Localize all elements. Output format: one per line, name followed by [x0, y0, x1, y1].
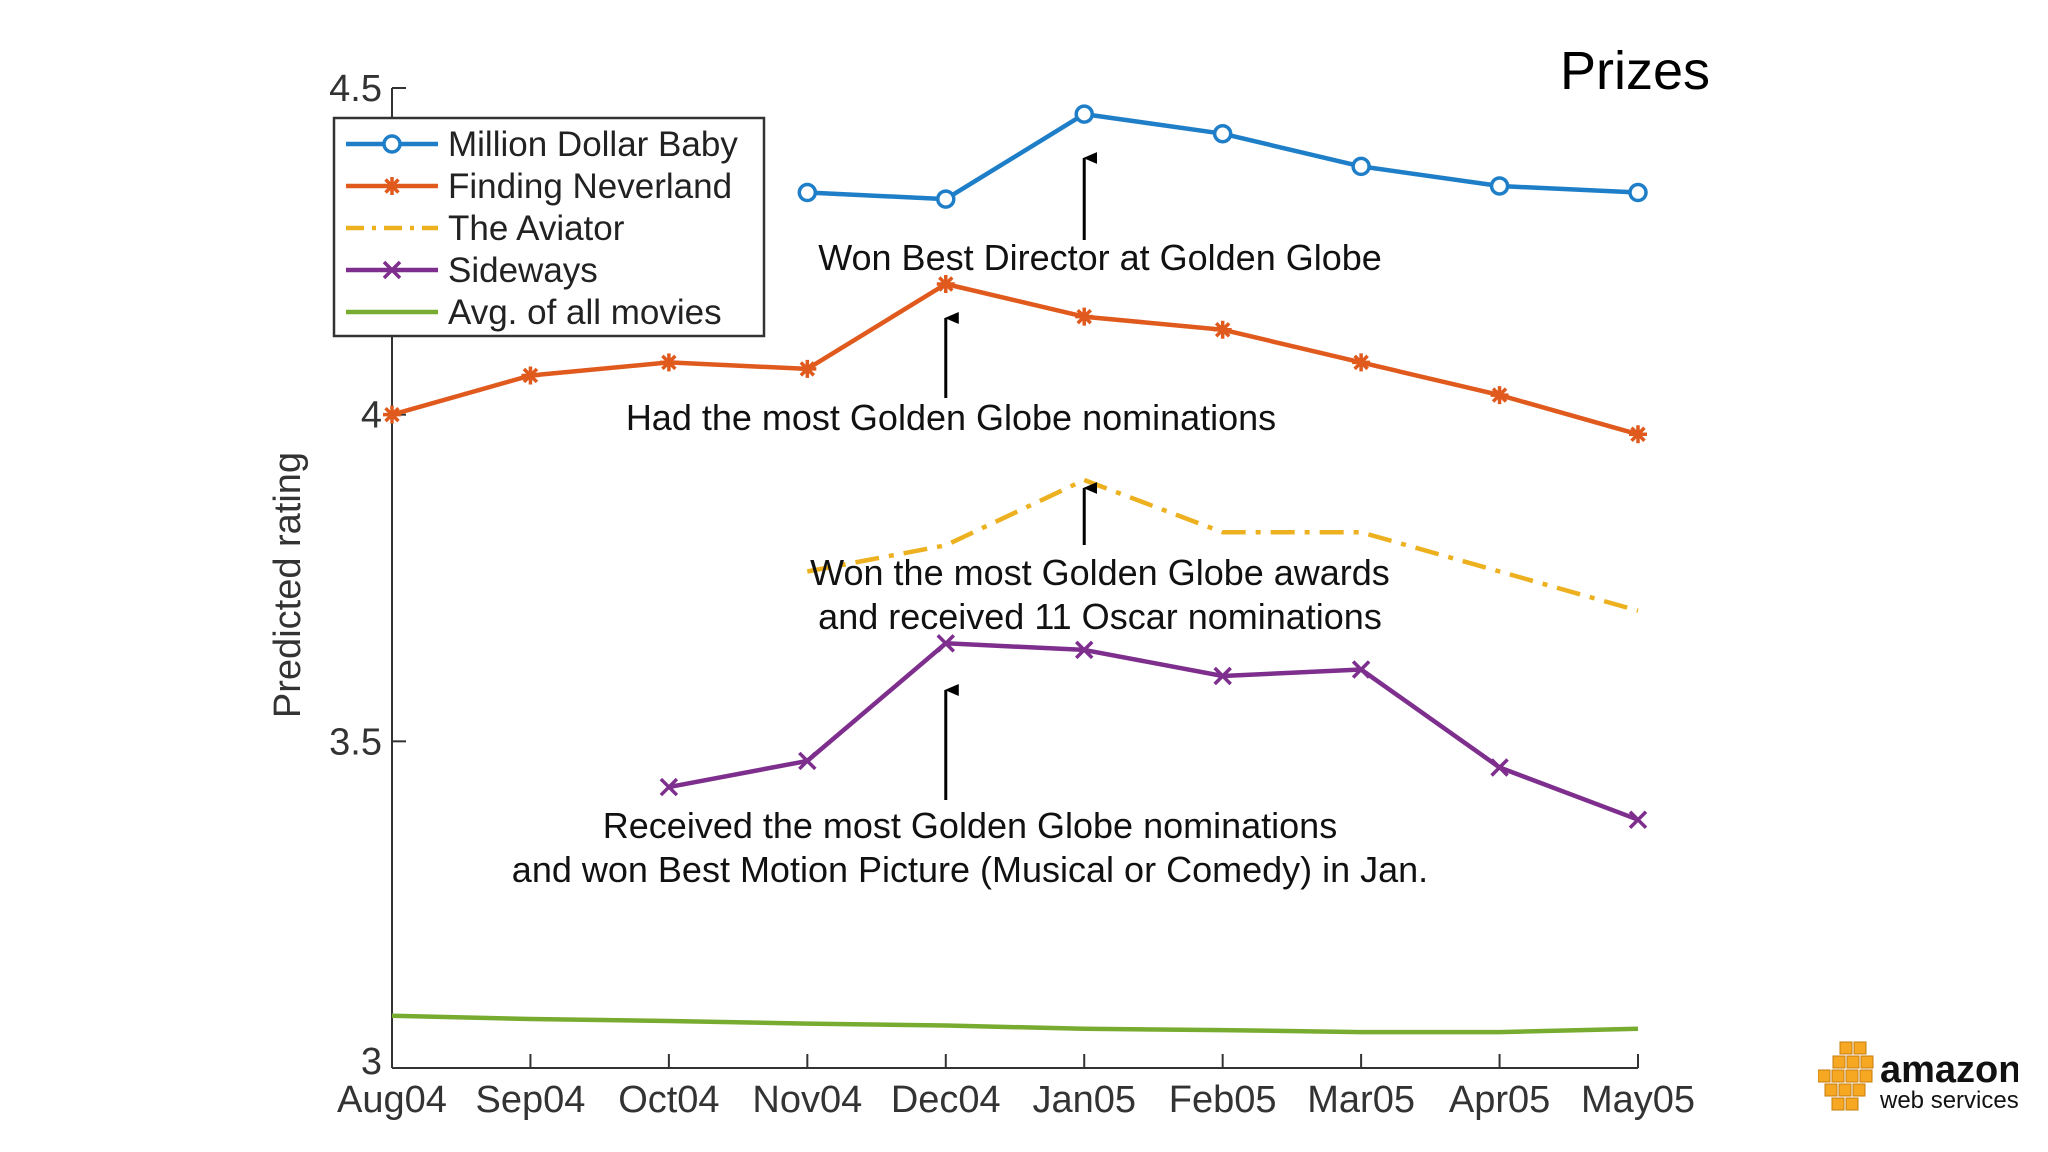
series-line [668, 641, 1639, 822]
annotation: Won Best Director at Golden Globe [818, 152, 1382, 278]
series-line [806, 477, 1639, 613]
x-tick-label: Dec04 [891, 1079, 1001, 1121]
data-point [1213, 320, 1232, 339]
y-tick-label: 3.5 [329, 721, 382, 763]
data-point [1074, 640, 1094, 660]
y-tick-label: 4 [361, 395, 382, 437]
data-point [659, 353, 678, 372]
series-line [391, 281, 1639, 437]
y-axis-title: Predicted rating [267, 452, 309, 718]
data-point [383, 177, 401, 195]
data-point [1212, 123, 1233, 144]
aws-word-amazon: amazon [1880, 1049, 2018, 1091]
x-tick-label: Oct04 [618, 1079, 719, 1121]
aws-cube [1824, 1083, 1838, 1097]
legend-label: Million Dollar Baby [448, 125, 738, 164]
data-point [383, 405, 401, 424]
x-tick-label: Jan05 [1032, 1079, 1136, 1121]
legend-item: Avg. of all movies [346, 293, 722, 332]
data-point [382, 260, 402, 280]
data-point [798, 359, 817, 378]
legend-label: Avg. of all movies [448, 293, 722, 332]
data-point [1490, 386, 1509, 405]
data-point [382, 134, 402, 154]
series-finding-neverland [383, 275, 1647, 444]
legend-label: The Aviator [448, 209, 625, 248]
x-tick-label: Sep04 [475, 1079, 585, 1121]
aws-cube [1853, 1041, 1867, 1055]
y-tick-label: 3 [361, 1041, 382, 1083]
data-point [798, 751, 817, 771]
annotation: Received the most Golden Globe nominatio… [512, 684, 1428, 890]
aws-logo: amazon web services [1818, 1041, 2018, 1114]
y-tick-label: 4.5 [329, 68, 382, 110]
x-tick-label: Aug04 [337, 1079, 447, 1121]
aws-cube [1838, 1083, 1852, 1097]
aws-word-webservices: web services [1879, 1087, 2018, 1114]
series-layer [383, 104, 1648, 1035]
data-point [1074, 104, 1094, 124]
series-line [391, 1013, 1639, 1035]
annotation-text: Had the most Golden Globe nominations [626, 397, 1276, 438]
data-point [1075, 307, 1094, 326]
annotation-text: and received 11 Oscar nominations [818, 596, 1382, 637]
legend-label: Finding Neverland [448, 167, 732, 206]
data-point [1489, 176, 1510, 196]
aws-cube [1845, 1069, 1859, 1083]
aws-cube [1831, 1069, 1845, 1083]
annotation-text: Won Best Director at Golden Globe [818, 237, 1382, 278]
aws-cube [1859, 1069, 1873, 1083]
data-point [659, 777, 679, 797]
annotation-text: Won the most Golden Globe awards [810, 552, 1390, 593]
rating-line-chart: Aug04 Sep04 Oct04 Nov04 Dec04 Jan05 Feb05 Mar05… [267, 68, 1695, 1121]
x-tick-label: May05 [1581, 1079, 1695, 1121]
aws-cube [1846, 1055, 1860, 1069]
x-tick-label: Apr05 [1449, 1079, 1550, 1121]
legend-box [332, 116, 766, 338]
data-point [1352, 353, 1371, 372]
legend-item: The Aviator [346, 209, 625, 248]
aws-cube [1845, 1097, 1859, 1111]
aws-cubes-icon [1818, 1041, 1874, 1111]
annotation-text: and won Best Motion Picture (Musical or … [512, 849, 1428, 890]
aws-cube [1852, 1083, 1866, 1097]
aws-cube [1860, 1055, 1874, 1069]
data-point [1628, 810, 1648, 829]
legend-item: Sideways [346, 251, 598, 290]
aws-cube [1832, 1055, 1846, 1069]
annotation-layer: Won Best Director at Golden Globe Had the… [512, 152, 1428, 890]
x-tick-label: Feb05 [1169, 1079, 1277, 1121]
series-million-dollar-baby [797, 104, 1648, 209]
data-point [1490, 758, 1509, 777]
annotation: Had the most Golden Globe nominations [626, 312, 1276, 438]
axes: Aug04 Sep04 Oct04 Nov04 Dec04 Jan05 Feb05 Mar05… [329, 68, 1695, 1121]
annotation-text: Received the most Golden Globe nominatio… [603, 805, 1337, 846]
legend-item: Million Dollar Baby [346, 125, 738, 164]
series-sideways [659, 634, 1648, 829]
x-tick-label: Mar05 [1307, 1079, 1415, 1121]
slide-title: Prizes [1559, 41, 1710, 101]
data-point [936, 634, 956, 653]
data-point [1629, 425, 1647, 444]
aws-cube [1831, 1097, 1845, 1111]
data-point [936, 275, 955, 293]
series-avg-of-all-movies [391, 1013, 1639, 1035]
data-point [1351, 156, 1371, 177]
series-the-aviator [806, 477, 1639, 613]
legend-label: Sideways [448, 251, 598, 290]
data-point [1213, 666, 1232, 686]
aws-cube [1818, 1069, 1831, 1083]
legend-item: Finding Neverland [346, 167, 732, 206]
aws-cube [1839, 1041, 1853, 1055]
data-point [1351, 660, 1371, 679]
data-point [521, 366, 540, 385]
data-point [1628, 182, 1648, 203]
data-point [936, 189, 956, 209]
data-point [797, 182, 818, 203]
x-tick-label: Nov04 [752, 1079, 862, 1121]
